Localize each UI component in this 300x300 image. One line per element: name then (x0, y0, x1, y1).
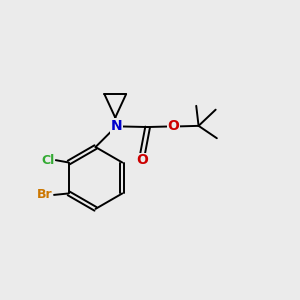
Text: N: N (111, 119, 122, 133)
Text: Cl: Cl (41, 154, 54, 167)
Text: Br: Br (37, 188, 52, 201)
Text: O: O (136, 153, 148, 167)
Text: O: O (168, 119, 179, 134)
